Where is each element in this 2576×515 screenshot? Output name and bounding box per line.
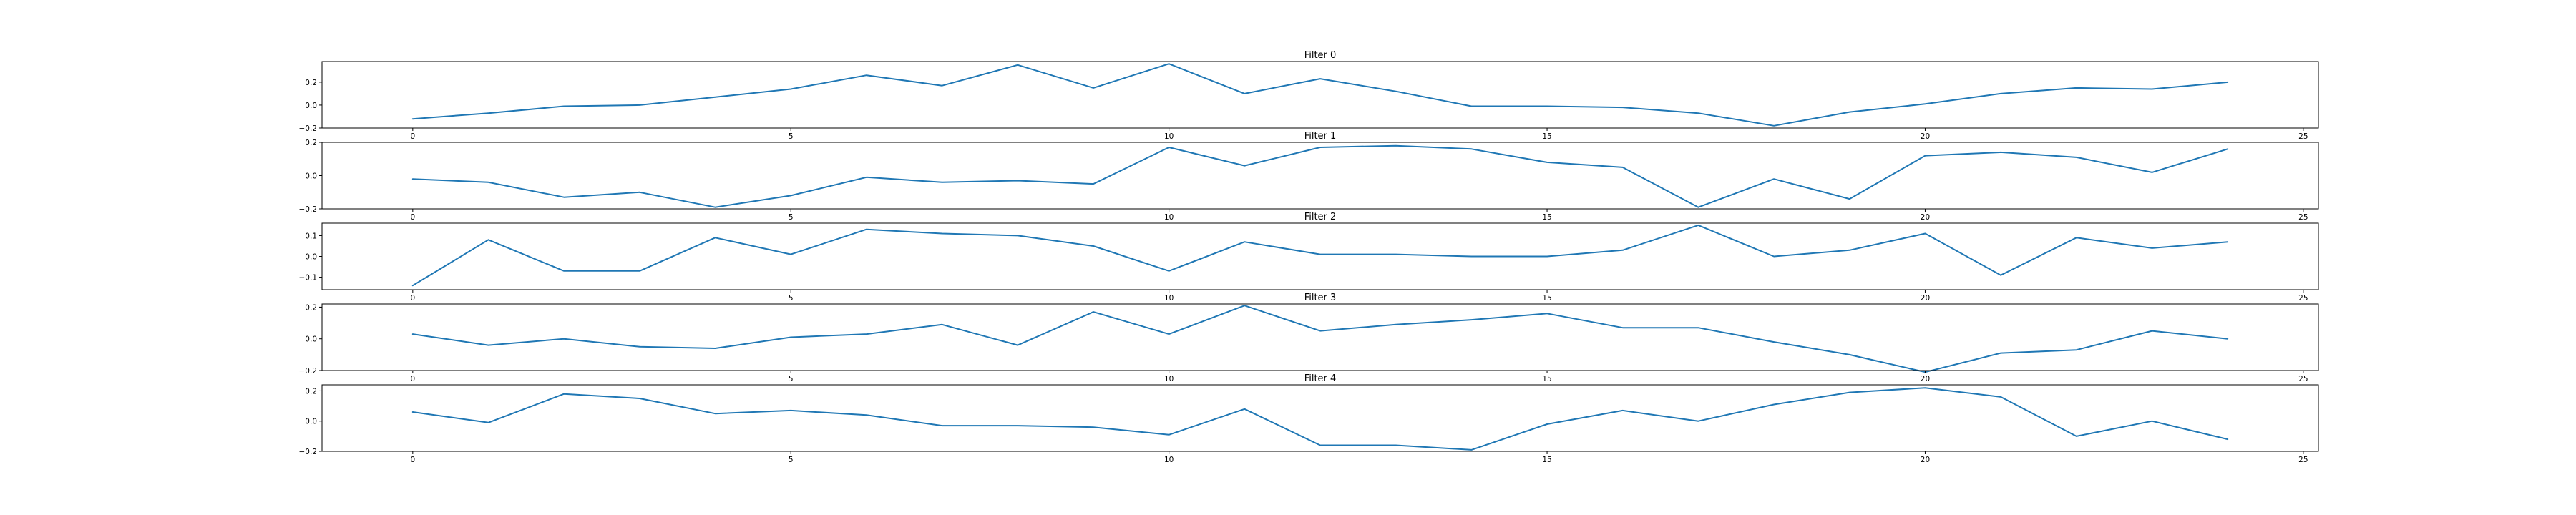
y-tick-label: 0.0 xyxy=(305,335,317,344)
y-tick-label: −0.2 xyxy=(299,367,318,376)
subplot-filter-0: Filter 0 0 5 10 15 20 25 −0.2 0.0 0.2 xyxy=(299,50,2319,141)
axes-frame xyxy=(321,222,2319,290)
axes-frame xyxy=(321,142,2319,210)
subplot-filter-3: Filter 3 0 5 10 15 20 25 −0.2 0.0 0.2 xyxy=(299,293,2319,383)
x-tick-label: 25 xyxy=(2298,132,2308,141)
x-tick-label: 0 xyxy=(410,294,415,303)
y-tick-label: −0.2 xyxy=(299,448,318,456)
subplot-title: Filter 3 xyxy=(1304,293,1337,303)
series-line xyxy=(411,63,2229,127)
x-tick-label: 25 xyxy=(2298,375,2308,383)
subplot-title: Filter 0 xyxy=(1304,50,1337,61)
x-tick-label: 5 xyxy=(789,375,794,383)
y-tick-label: 0.2 xyxy=(305,303,317,312)
axes-frame xyxy=(321,61,2319,129)
x-tick-label: 0 xyxy=(410,132,415,141)
y-tick-label: 0.1 xyxy=(305,232,317,240)
y-tick-label: 0.0 xyxy=(305,418,317,426)
x-tick-label: 10 xyxy=(1164,294,1174,303)
x-tick-label: 0 xyxy=(410,375,415,383)
x-tick-label: 5 xyxy=(789,132,794,141)
y-tick-label: −0.2 xyxy=(299,124,318,133)
x-tick-label: 0 xyxy=(410,213,415,222)
x-tick-label: 20 xyxy=(1921,456,1930,464)
y-tick-label: 0.2 xyxy=(305,139,317,147)
x-tick-label: 5 xyxy=(789,456,794,464)
x-tick-label: 0 xyxy=(410,456,415,464)
x-tick-label: 10 xyxy=(1164,132,1174,141)
x-tick-label: 15 xyxy=(1542,375,1551,383)
subplot-filter-1: Filter 1 0 5 10 15 20 25 −0.2 0.0 0.2 xyxy=(299,131,2319,222)
series-line xyxy=(411,144,2229,208)
x-tick-label: 15 xyxy=(1542,456,1551,464)
subplot-title: Filter 1 xyxy=(1304,131,1337,142)
x-tick-label: 5 xyxy=(789,294,794,303)
axes-frame xyxy=(321,303,2319,371)
y-tick-label: 0.0 xyxy=(305,172,317,181)
x-tick-label: 10 xyxy=(1164,213,1174,222)
x-tick-label: 5 xyxy=(789,213,794,222)
y-tick-label: 0.2 xyxy=(305,79,317,87)
y-tick-label: 0.0 xyxy=(305,102,317,110)
x-tick-label: 25 xyxy=(2298,213,2308,222)
axes-frame xyxy=(321,384,2319,452)
x-tick-label: 15 xyxy=(1542,294,1551,303)
x-tick-label: 25 xyxy=(2298,294,2308,303)
series-line xyxy=(411,387,2229,451)
x-tick-label: 20 xyxy=(1921,294,1930,303)
subplot-title: Filter 2 xyxy=(1304,212,1337,222)
x-tick-label: 20 xyxy=(1921,132,1930,141)
subplot-filter-2: Filter 2 0 5 10 15 20 25 −0.1 0.0 0.1 xyxy=(299,212,2319,303)
y-tick-label: 0.2 xyxy=(305,387,317,396)
x-tick-label: 10 xyxy=(1164,456,1174,464)
x-tick-label: 15 xyxy=(1542,132,1551,141)
y-tick-label: 0.0 xyxy=(305,253,317,262)
y-tick-label: −0.2 xyxy=(299,205,318,214)
x-tick-label: 20 xyxy=(1921,213,1930,222)
series-line xyxy=(411,224,2229,287)
series-line xyxy=(411,305,2229,373)
subplot-filter-4: Filter 4 0 5 10 15 20 25 −0.2 0.0 0.2 xyxy=(299,373,2319,464)
x-tick-label: 20 xyxy=(1921,375,1930,383)
x-tick-label: 25 xyxy=(2298,456,2308,464)
subplot-title: Filter 4 xyxy=(1304,373,1337,384)
x-tick-label: 15 xyxy=(1542,213,1551,222)
y-tick-label: −0.1 xyxy=(299,274,318,283)
x-tick-label: 10 xyxy=(1164,375,1174,383)
